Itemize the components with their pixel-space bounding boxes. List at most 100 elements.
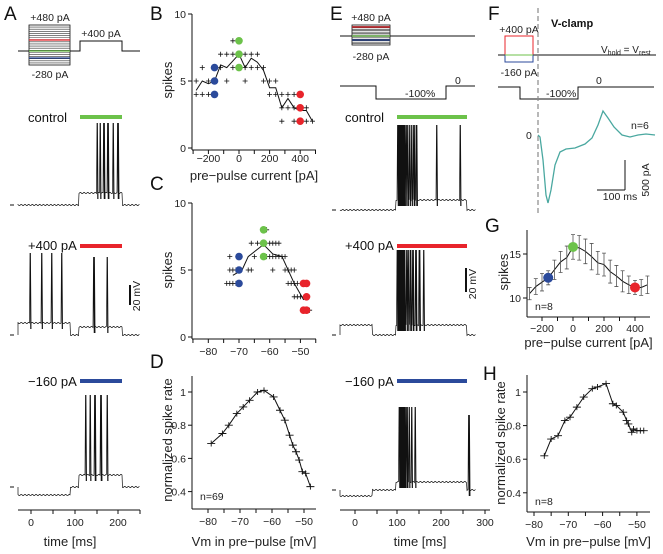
c-data-point <box>282 254 288 260</box>
f-step-command <box>498 86 654 100</box>
a-trace-label-plus400: +400 pA <box>28 238 77 253</box>
g-x-tick-label: 400 <box>626 323 644 335</box>
b-data-point <box>303 105 309 111</box>
b-data-point <box>285 91 291 97</box>
b-highlight-point-control <box>235 50 243 58</box>
h-y-tick-label: 0.6 <box>506 454 521 466</box>
b-data-point <box>254 65 260 71</box>
b-x-tick-label: 200 <box>261 153 279 165</box>
d-data-point <box>253 389 262 395</box>
g-n-annotation: n=8 <box>535 301 553 313</box>
c-highlight-point-plus400 <box>302 293 311 301</box>
h-data-point <box>593 383 602 390</box>
a-protocol-top-label: +480 pA <box>30 12 69 24</box>
b-x-tick-label: −200 <box>197 153 221 165</box>
b-data-point <box>224 51 230 57</box>
g-highlight-point-plus400 <box>630 282 640 293</box>
c-data-point <box>248 240 254 246</box>
b-data-point <box>199 65 205 71</box>
h-x-tick-label: −50 <box>628 519 646 531</box>
d-data-point <box>239 403 248 410</box>
f-protocol-top-label: +400 pA <box>499 24 538 36</box>
g-y-tick-label: 10 <box>509 293 521 305</box>
d-data-point <box>306 483 315 490</box>
h-data-point <box>627 429 636 436</box>
g-error-bar <box>614 265 619 287</box>
c-data-point <box>248 267 254 273</box>
a-test-pulse-label: +400 pA <box>81 28 120 40</box>
b-data-point <box>267 78 273 84</box>
g-error-bar <box>608 259 613 284</box>
h-data-point <box>619 409 628 416</box>
c-highlight-point-plus400 <box>302 279 311 288</box>
g-highlight-point-control <box>568 241 578 252</box>
b-data-point <box>248 65 254 71</box>
b-highlight-point-plus400 <box>296 90 305 99</box>
b-data-point <box>254 51 260 57</box>
g-error-bar <box>620 270 625 293</box>
d-data-point <box>295 457 304 464</box>
e-x-axis-label: time [ms] <box>394 534 447 549</box>
b-highlight-point-minus160 <box>210 63 219 72</box>
c-data-point <box>227 254 233 260</box>
b-data-point <box>230 65 236 71</box>
b-highlight-point-control <box>235 37 243 45</box>
h-n-annotation: n=8 <box>535 496 553 508</box>
c-mean-line <box>232 243 307 301</box>
b-data-point <box>218 51 224 57</box>
b-data-point <box>279 118 285 124</box>
e-protocol-bottom-label: -280 pA <box>353 51 390 63</box>
c-data-point <box>276 240 282 246</box>
e-protocol-top-label: +480 pA <box>351 12 390 24</box>
a-x-tick: 0 <box>28 517 34 529</box>
c-y-axis-label: spikes <box>160 251 175 288</box>
g-error-bar <box>602 252 606 277</box>
f-protocol-plus400-box <box>504 35 534 56</box>
e-trace-label-minus160: −160 pA <box>345 374 394 389</box>
panel-label-d: D <box>150 352 164 373</box>
h-data-point <box>612 402 621 409</box>
panel-label-b: B <box>150 4 163 25</box>
a-voltage-trace-plus400 <box>17 252 140 337</box>
h-data-point <box>622 417 631 424</box>
b-y-tick-label: 10 <box>174 9 186 21</box>
e-x-tick: 100 <box>388 517 406 529</box>
a-x-axis-label: time [ms] <box>44 534 97 549</box>
c-highlight-point-minus160 <box>235 279 243 288</box>
d-data-point <box>207 440 216 447</box>
b-data-point <box>303 118 309 124</box>
b-x-tick-label: 400 <box>291 153 309 165</box>
b-x-tick-label: 0 <box>236 153 242 165</box>
h-x-tick-label: −60 <box>594 519 612 531</box>
a-trace-label-control: control <box>28 110 67 125</box>
c-x-tick-label: −70 <box>230 346 248 358</box>
h-y-tick-label: 0.8 <box>506 421 521 433</box>
f-scale-x-label: 100 ms <box>603 191 637 203</box>
d-data-point <box>280 417 289 424</box>
c-y-tick-label: 10 <box>174 198 186 210</box>
d-y-tick-label: 1 <box>180 387 186 399</box>
g-x-axis-label: pre−pulse current [pA] <box>524 335 652 350</box>
h-data-line <box>543 382 644 457</box>
c-y-tick-label: 5 <box>180 265 186 277</box>
e-step-zero-label: 0 <box>455 75 461 87</box>
b-data-point <box>285 105 291 111</box>
f-vhold-label: Vhold = Vrest <box>601 45 651 57</box>
b-data-point <box>260 78 266 84</box>
d-data-point <box>276 407 284 414</box>
g-error-bar <box>583 238 588 265</box>
d-x-tick-label: −80 <box>199 516 217 528</box>
a-x-tick: 200 <box>109 517 127 529</box>
f-title: V-clamp <box>551 18 593 30</box>
g-error-bar <box>533 278 538 295</box>
h-data-point <box>602 380 611 387</box>
g-highlight-point-minus160 <box>543 272 554 283</box>
g-error-bar <box>558 250 563 273</box>
h-data-point <box>579 394 588 401</box>
d-x-tick-label: −60 <box>263 516 281 528</box>
h-data-point <box>639 427 648 434</box>
c-highlight-point-minus160 <box>235 266 243 274</box>
a-protocol-baseline <box>18 40 140 52</box>
b-data-point <box>193 78 199 84</box>
